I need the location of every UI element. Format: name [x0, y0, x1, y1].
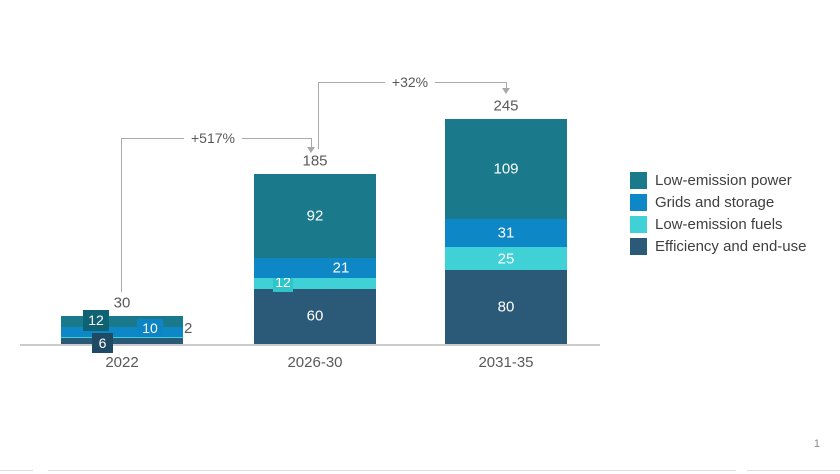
annotation-line — [311, 138, 312, 147]
callout-label: 12 — [83, 310, 109, 331]
bar-segment — [445, 218, 567, 248]
annotation-label: +517% — [184, 130, 242, 146]
total-label: 185 — [299, 152, 331, 170]
segment-label: 60 — [306, 307, 324, 325]
bar-segment — [254, 173, 376, 259]
legend-swatch — [630, 194, 647, 211]
annotation-arrow-icon — [307, 147, 315, 153]
category-label: 2022 — [105, 354, 139, 371]
legend-item: Low-emission fuels — [630, 216, 807, 233]
footer-divider — [0, 470, 33, 471]
bar-segment — [61, 316, 183, 328]
annotation-line — [506, 82, 507, 88]
legend-item: Low-emission power — [630, 172, 807, 189]
axis-baseline — [20, 344, 600, 346]
callout-label: 6 — [92, 333, 113, 353]
segment-label: 21 — [332, 259, 350, 277]
bar-segment — [254, 258, 376, 278]
bar-segment — [61, 338, 183, 344]
legend-label: Efficiency and end-use — [655, 238, 807, 255]
footer-divider — [747, 470, 840, 471]
footer-divider — [48, 470, 736, 471]
legend-item: Grids and storage — [630, 194, 807, 211]
bar-segment — [61, 327, 183, 337]
legend-swatch — [630, 216, 647, 233]
bar-segment — [445, 118, 567, 219]
bar-segment — [254, 277, 376, 289]
segment-label: 109 — [493, 160, 519, 178]
annotation-line — [121, 138, 122, 292]
bar-segment — [445, 270, 567, 344]
bar-segment — [445, 247, 567, 271]
bar-segment — [254, 288, 376, 344]
category-label: 2031-35 — [478, 354, 534, 371]
annotation-line — [318, 82, 319, 149]
segment-label: 92 — [306, 207, 324, 225]
annotation-label: +32% — [384, 74, 436, 90]
category-label: 2026-30 — [287, 354, 343, 371]
segment-label: 80 — [497, 298, 515, 316]
legend-swatch — [630, 238, 647, 255]
legend-label: Grids and storage — [655, 194, 775, 211]
callout-label: 10 — [137, 319, 163, 337]
callout-label: 2 — [184, 320, 193, 337]
annotation-arrow-icon — [502, 88, 510, 94]
total-label: 30 — [110, 294, 134, 312]
page-number: 1 — [813, 438, 820, 450]
legend: Low-emission power Grids and storage Low-e… — [630, 172, 807, 260]
segment-label: 31 — [497, 224, 515, 242]
total-label: 245 — [490, 97, 522, 115]
segment-label: 25 — [497, 250, 515, 268]
legend-label: Low-emission power — [655, 172, 792, 189]
legend-item: Efficiency and end-use — [630, 238, 807, 255]
legend-label: Low-emission fuels — [655, 216, 783, 233]
legend-swatch — [630, 172, 647, 189]
bar-segment — [61, 336, 183, 339]
